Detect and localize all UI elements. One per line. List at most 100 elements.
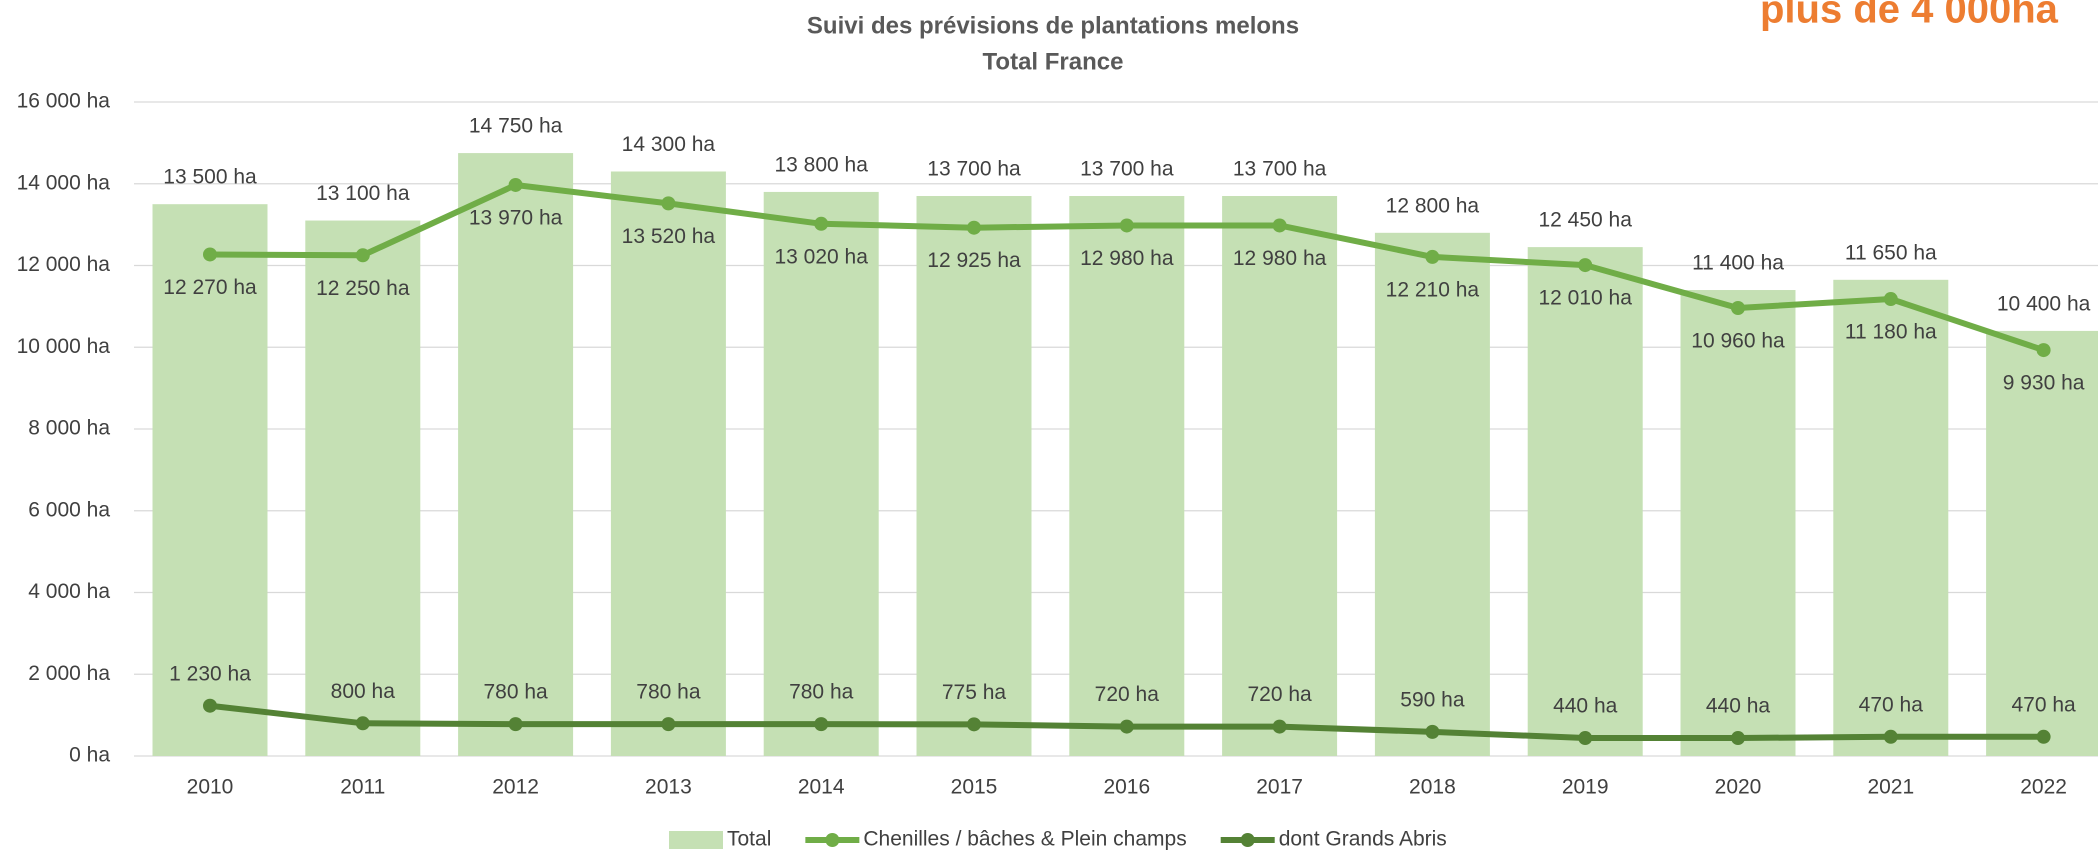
data-label: 13 100 ha — [316, 182, 410, 205]
data-label: 10 400 ha — [1997, 292, 2091, 315]
chart-title: Suivi des prévisions de plantations melo… — [807, 12, 1299, 39]
bar — [763, 191, 879, 757]
point — [1119, 719, 1134, 734]
data-label: 12 250 ha — [316, 277, 410, 300]
x-tick-label: 2013 — [645, 776, 692, 799]
point — [1119, 218, 1134, 233]
data-label: 13 700 ha — [1080, 158, 1174, 181]
point — [508, 717, 523, 732]
y-tick-label: 0 ha — [69, 744, 110, 767]
point — [1578, 258, 1593, 273]
y-tick-label: 8 000 ha — [28, 417, 110, 440]
chart-subtitle: Total France — [983, 48, 1124, 75]
point — [355, 248, 370, 263]
point — [1272, 218, 1287, 233]
point — [1731, 731, 1745, 746]
x-tick-label: 2017 — [1256, 776, 1303, 799]
data-label: 720 ha — [1095, 683, 1160, 706]
point — [2036, 343, 2051, 358]
point — [355, 716, 370, 731]
data-label: 775 ha — [942, 681, 1007, 704]
data-label: 1 230 ha — [169, 662, 251, 685]
y-tick-label: 4 000 ha — [28, 580, 110, 603]
bar — [916, 196, 1032, 756]
data-label: 440 ha — [1553, 695, 1618, 718]
data-label: 9 930 ha — [2003, 372, 2085, 395]
point — [967, 717, 981, 732]
data-label: 10 960 ha — [1691, 330, 1785, 353]
data-label: 12 450 ha — [1538, 209, 1632, 232]
point — [661, 196, 676, 211]
data-label: 11 650 ha — [1845, 241, 1937, 264]
bar — [1222, 196, 1338, 756]
legend-label: dont Grands Abris — [1279, 828, 1447, 851]
data-label: 780 ha — [789, 681, 854, 704]
data-label: 13 020 ha — [774, 245, 868, 268]
y-tick-label: 2 000 ha — [28, 662, 110, 685]
point — [814, 216, 829, 231]
x-tick-label: 2018 — [1409, 776, 1456, 799]
data-label: 11 180 ha — [1845, 321, 1937, 344]
bar — [152, 204, 268, 756]
legend-swatch — [825, 833, 840, 847]
point — [508, 177, 523, 192]
data-label: 12 270 ha — [163, 276, 257, 299]
x-tick-label: 2020 — [1715, 776, 1762, 799]
data-label: 780 ha — [636, 681, 701, 704]
x-tick-label: 2019 — [1562, 776, 1609, 799]
point — [967, 220, 981, 235]
point — [1578, 731, 1593, 746]
data-label: 780 ha — [483, 681, 548, 704]
bar — [1374, 232, 1490, 757]
point — [814, 717, 829, 732]
y-tick-label: 10 000 ha — [17, 335, 111, 358]
data-label: 12 800 ha — [1386, 194, 1480, 217]
data-label: 470 ha — [2011, 693, 2076, 716]
point — [1425, 724, 1440, 739]
x-tick-label: 2022 — [2020, 776, 2067, 799]
data-label: 720 ha — [1247, 683, 1312, 706]
point — [1883, 292, 1898, 307]
x-tick-label: 2016 — [1103, 776, 1150, 799]
data-label: 14 750 ha — [469, 115, 563, 138]
x-tick-label: 2021 — [1867, 776, 1914, 799]
data-label: 13 800 ha — [774, 153, 868, 176]
data-label: 12 980 ha — [1080, 247, 1174, 270]
point — [203, 247, 217, 262]
data-label: 440 ha — [1706, 695, 1771, 718]
data-label: 13 520 ha — [622, 225, 716, 248]
x-tick-label: 2015 — [951, 776, 998, 799]
data-label: 11 400 ha — [1692, 252, 1784, 275]
legend-swatch — [1240, 833, 1255, 847]
point — [1425, 249, 1440, 264]
data-label: 12 980 ha — [1233, 247, 1327, 270]
data-label: 13 970 ha — [469, 207, 563, 230]
point — [1272, 719, 1287, 734]
data-label: 12 210 ha — [1386, 278, 1480, 301]
annotation: plus de 4 000ha — [1760, 0, 2059, 32]
y-tick-label: 16 000 ha — [17, 90, 111, 113]
bar — [458, 153, 574, 756]
x-tick-label: 2010 — [187, 776, 234, 799]
point — [661, 717, 676, 732]
data-label: 14 300 ha — [622, 133, 716, 156]
y-tick-label: 14 000 ha — [17, 171, 111, 194]
data-label: 13 500 ha — [163, 166, 257, 189]
legend-label: Chenilles / bâches & Plein champs — [863, 828, 1186, 851]
bar — [1527, 247, 1643, 756]
data-label: 12 010 ha — [1538, 287, 1632, 310]
bar — [1986, 330, 2098, 756]
data-label: 12 925 ha — [927, 249, 1021, 272]
legend-swatch — [669, 831, 723, 849]
point — [2036, 729, 2051, 744]
point — [203, 698, 217, 713]
x-tick-label: 2011 — [340, 776, 385, 799]
bar — [1833, 279, 1949, 756]
bar — [1680, 290, 1796, 756]
point — [1731, 301, 1745, 316]
data-label: 13 700 ha — [1233, 158, 1327, 181]
data-label: 590 ha — [1400, 688, 1465, 711]
bar — [610, 171, 726, 757]
data-label: 470 ha — [1859, 693, 1924, 716]
